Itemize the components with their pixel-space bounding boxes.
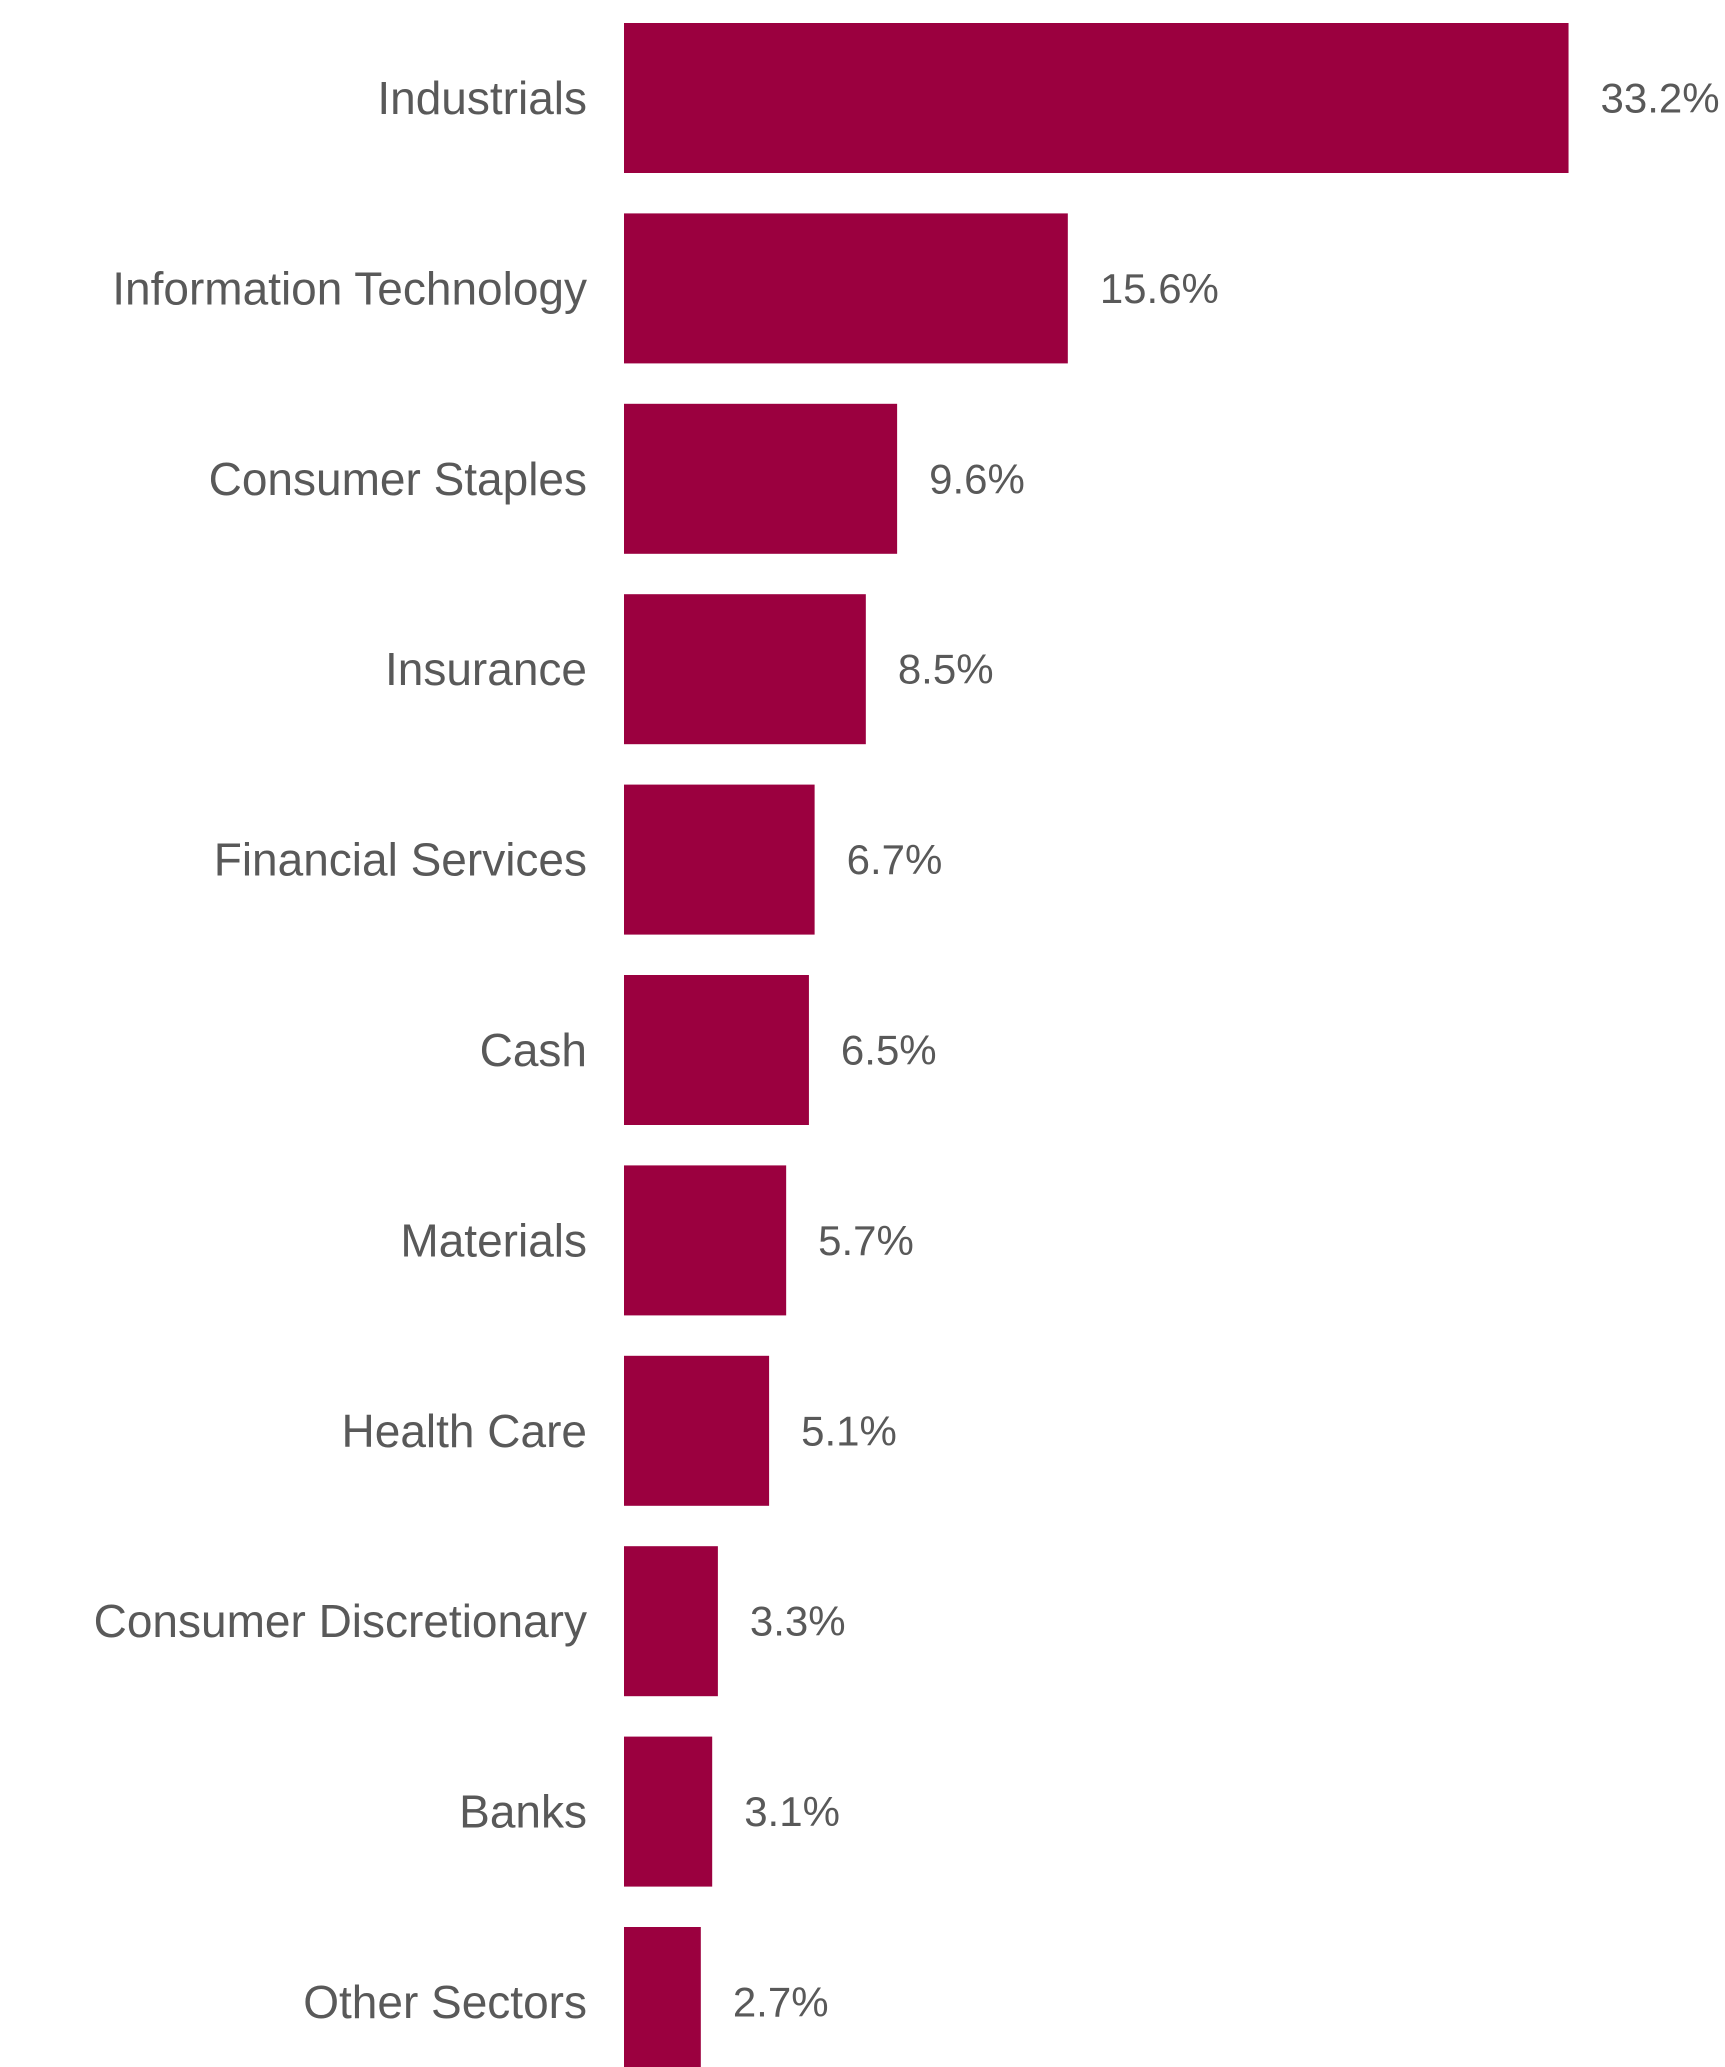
bar [624, 1546, 718, 1697]
bar [624, 975, 809, 1125]
category-labels-group: Industrials Information Technology Consume… [94, 72, 587, 2028]
value-label: 6.5% [841, 1027, 937, 1074]
value-label: 9.6% [929, 455, 1025, 502]
value-label: 2.7% [733, 1979, 829, 2026]
category-label: Consumer Discretionary [94, 1595, 587, 1647]
value-label: 5.1% [801, 1407, 897, 1454]
bar [624, 784, 815, 935]
category-label: Financial Services [214, 834, 587, 886]
category-label: Health Care [342, 1405, 587, 1457]
category-label: Consumer Staples [209, 453, 587, 505]
bars-group [624, 23, 1569, 2067]
category-label: Cash [480, 1024, 587, 1076]
value-label: 33.2% [1601, 75, 1720, 122]
value-label: 3.1% [744, 1788, 840, 1835]
value-labels-group: 33.2% 15.6% 9.6% 8.5% 6.7% 6.5% 5.7% 5.1% 3.3% 3.… [733, 75, 1720, 2026]
value-label: 3.3% [750, 1598, 846, 1645]
category-label: Materials [400, 1214, 587, 1266]
value-label: 8.5% [898, 646, 994, 693]
bar [624, 594, 866, 745]
category-label: Insurance [385, 643, 587, 695]
value-label: 6.7% [847, 836, 943, 883]
category-label: Banks [459, 1786, 587, 1838]
bar [624, 1736, 713, 1887]
bar [624, 1355, 770, 1506]
bar [624, 403, 898, 554]
category-label: Other Sectors [303, 1976, 587, 2028]
bar [624, 23, 1569, 173]
category-label: Industrials [377, 72, 587, 124]
bar [624, 1165, 787, 1316]
value-label: 5.7% [818, 1217, 914, 1264]
category-label: Information Technology [112, 262, 587, 314]
bar [624, 213, 1068, 364]
value-label: 15.6% [1100, 265, 1219, 312]
bar [624, 1927, 701, 2067]
